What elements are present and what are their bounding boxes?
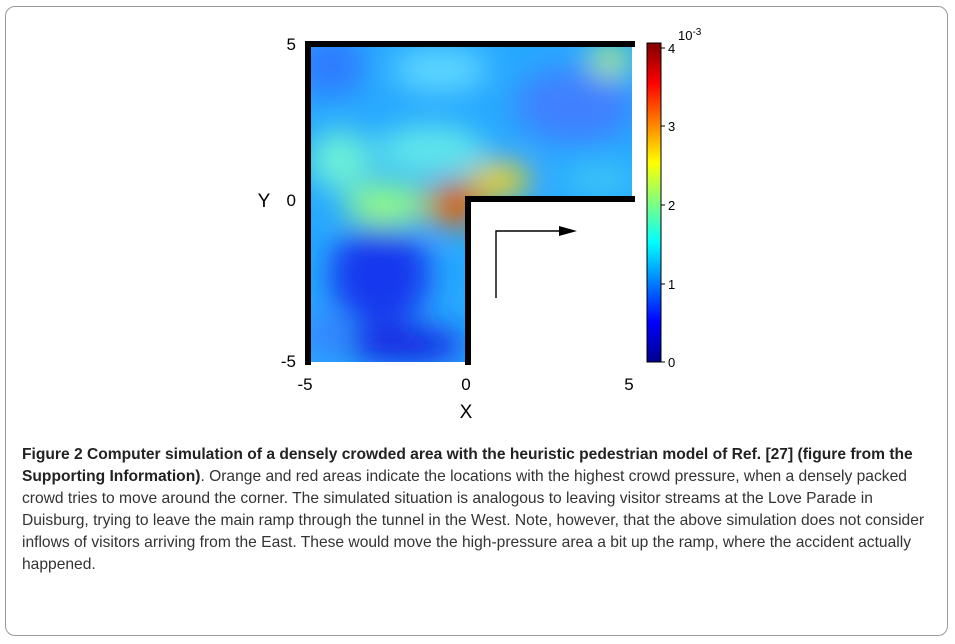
colorbar-tick-label: 0 xyxy=(668,355,675,370)
x-axis-label: X xyxy=(460,402,473,423)
figure-caption: Figure 2 Computer simulation of a densel… xyxy=(22,444,937,576)
caption-body: . Orange and red areas indicate the loca… xyxy=(22,468,925,573)
colorbar-tick-label: 4 xyxy=(668,41,675,56)
x-tick-label: -5 xyxy=(297,375,312,394)
y-tick-label: -5 xyxy=(281,352,296,371)
y-tick-label: 0 xyxy=(287,191,296,210)
colorbar-scale-label: 10-3 xyxy=(678,27,702,43)
colorbar-tick-label: 3 xyxy=(668,119,675,134)
x-tick-label: 0 xyxy=(461,375,470,394)
colorbar-tick-label: 2 xyxy=(668,198,675,213)
y-axis-label: Y xyxy=(258,191,271,212)
colorbar-tick-label: 1 xyxy=(668,277,675,292)
colorbar: 0 1 2 3 4 10-3 xyxy=(646,27,702,370)
x-tick-label: 5 xyxy=(624,375,633,394)
figure-plot: 5 0 -5 Y -5 0 5 X 0 1 2 3 4 10-3 xyxy=(258,27,702,423)
y-tick-label: 5 xyxy=(287,35,296,54)
flow-arrow xyxy=(495,226,577,298)
caption-title: Figure 2 Computer simulation of a densel… xyxy=(22,446,913,485)
wall-outline xyxy=(305,41,635,365)
figure-frame xyxy=(5,6,948,636)
